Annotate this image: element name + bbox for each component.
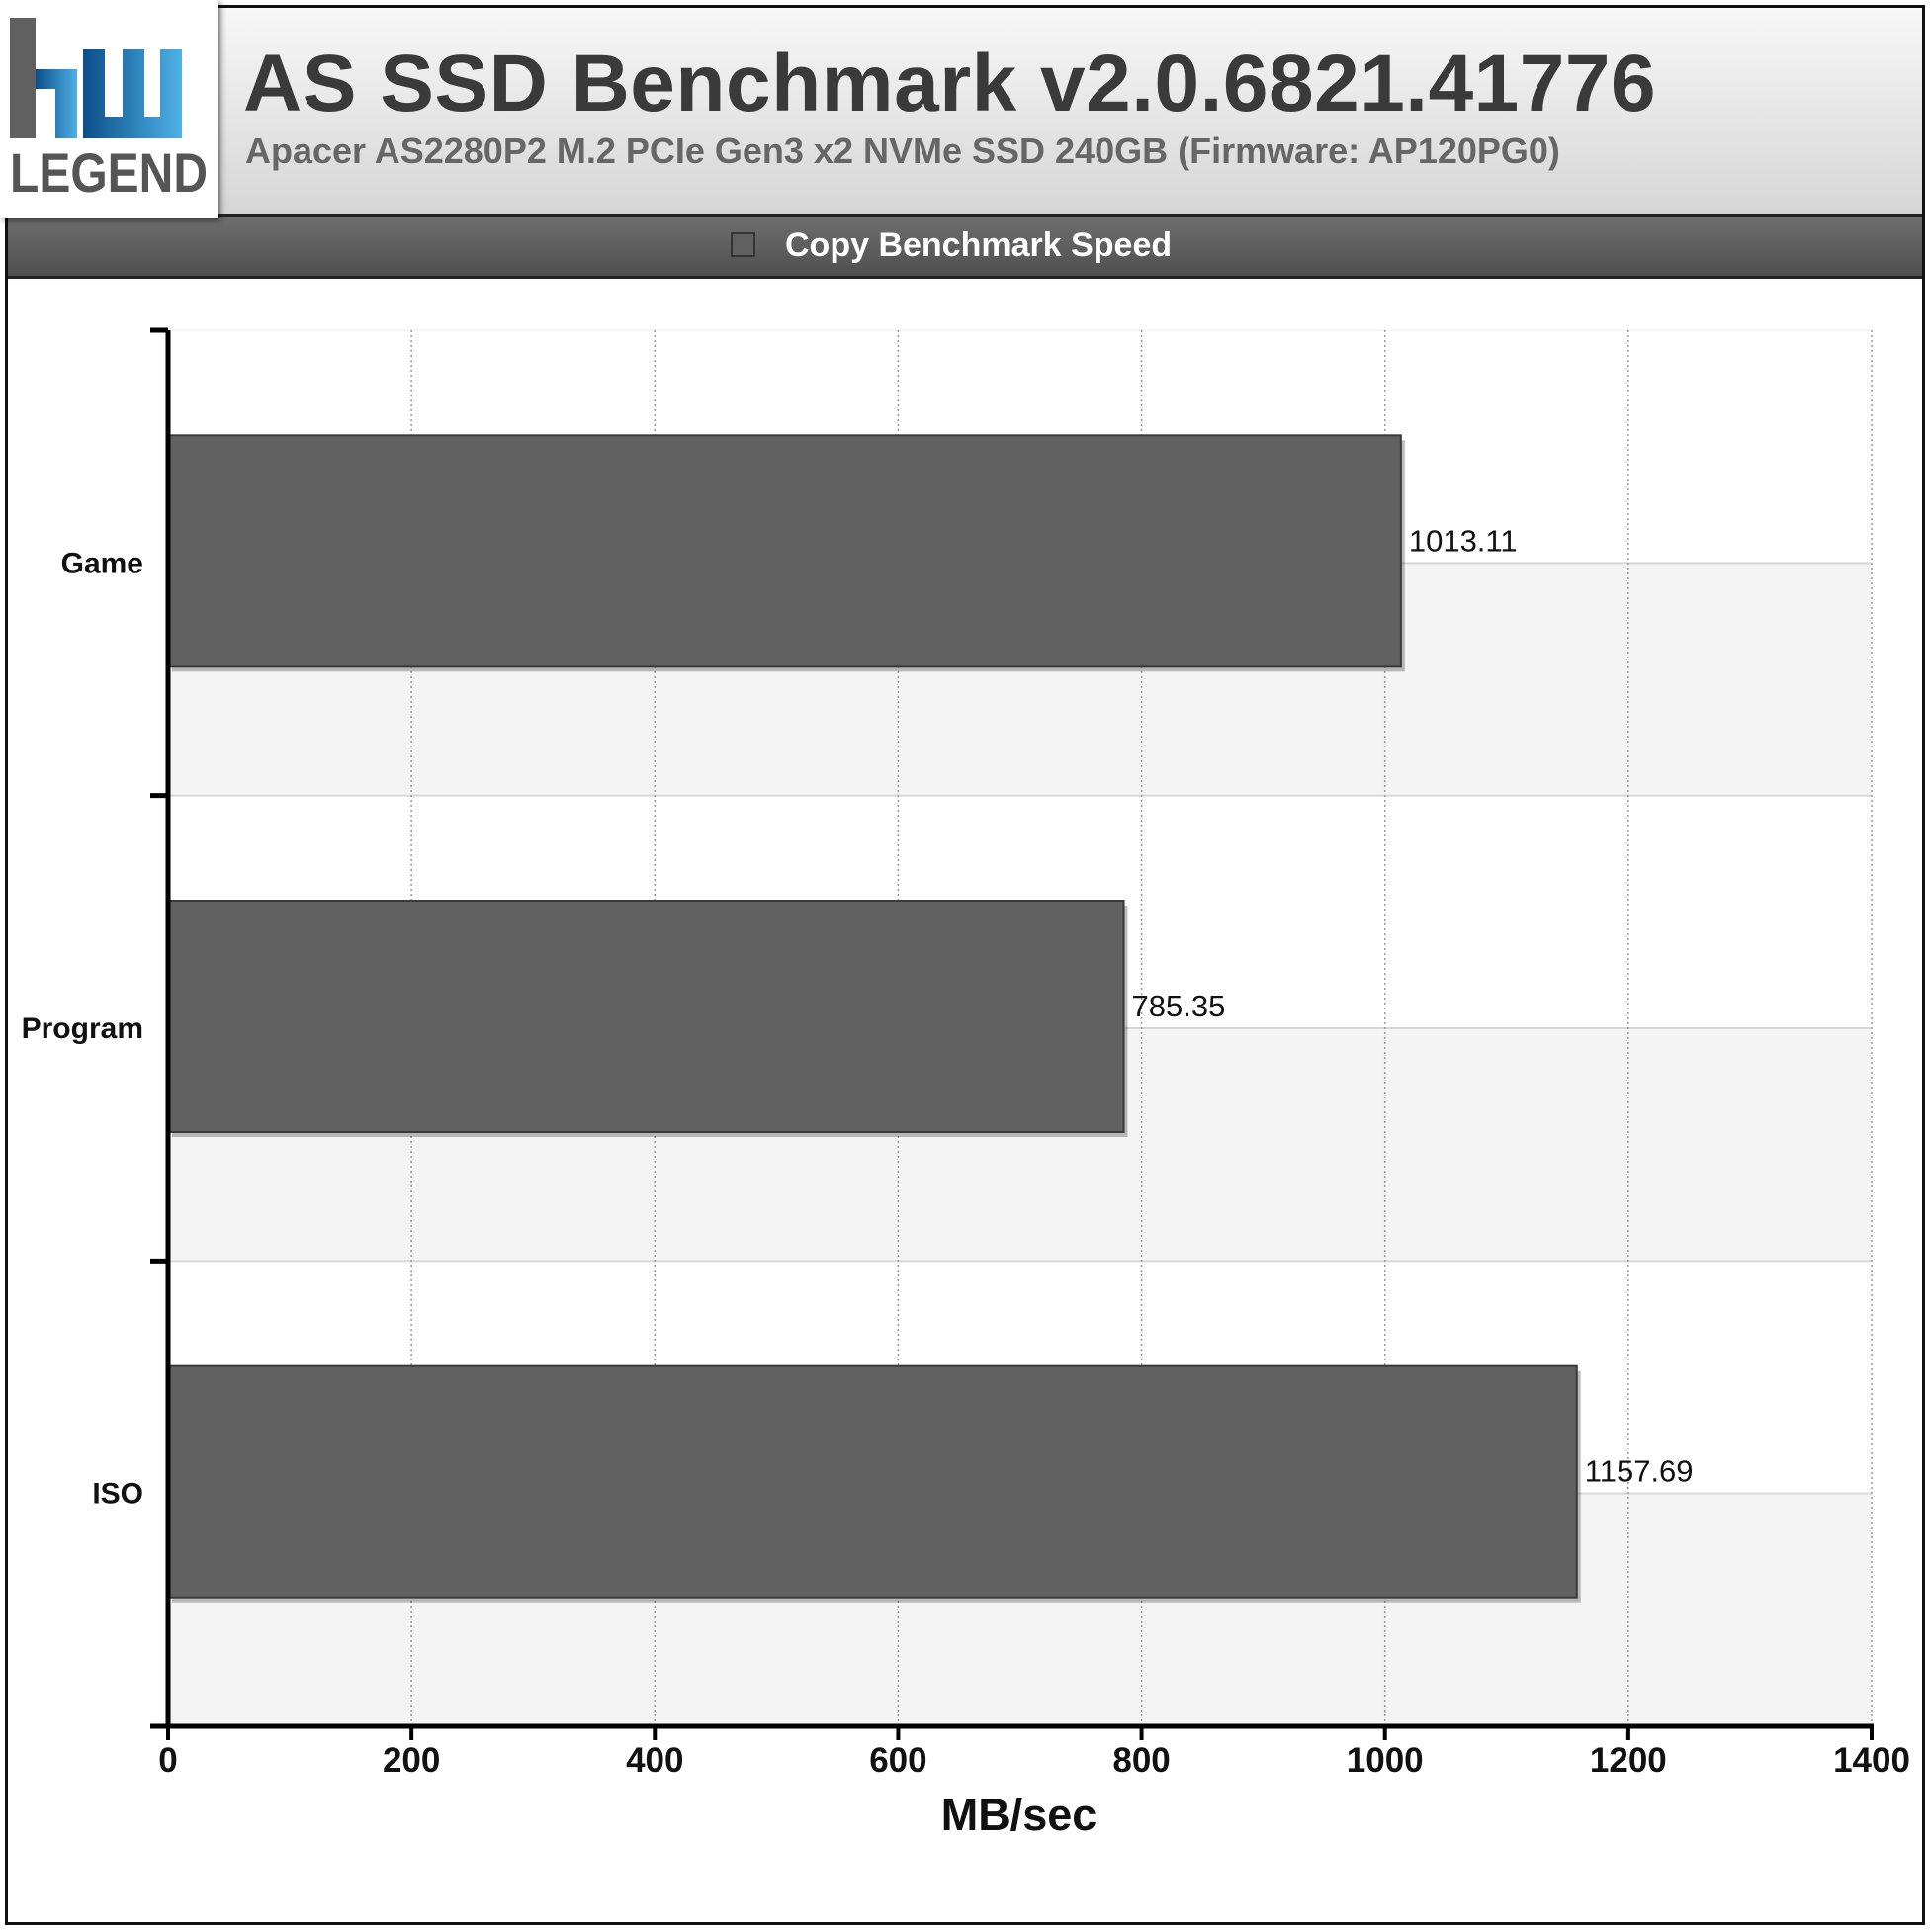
bar	[167, 1364, 1578, 1599]
bar-value-label: 785.35	[1132, 989, 1226, 1023]
y-tick-label: ISO	[92, 1478, 143, 1511]
x-tick-label: 600	[869, 1741, 926, 1780]
x-tick-label: 0	[158, 1741, 177, 1780]
logo-mark-icon: LEGEND	[10, 18, 208, 204]
logo-text: LEGEND	[10, 141, 208, 204]
x-tick-label: 1000	[1347, 1741, 1424, 1780]
x-axis-title: MB/sec	[941, 1790, 1098, 1840]
legend-label: Copy Benchmark Speed	[785, 226, 1173, 264]
bar	[167, 434, 1402, 668]
chart-subtitle: Apacer AS2280P2 M.2 PCIe Gen3 x2 NVMe SS…	[245, 131, 1560, 171]
bar-value-label: 1157.69	[1585, 1454, 1694, 1489]
x-tick-label: 200	[383, 1741, 440, 1780]
bar-value-label: 1013.11	[1409, 523, 1518, 558]
y-tick-label: Game	[61, 547, 143, 579]
x-tick-label: 1200	[1590, 1741, 1667, 1780]
site-logo: LEGEND	[0, 0, 218, 218]
legend-bar: Copy Benchmark Speed	[8, 217, 1922, 279]
bar	[167, 900, 1125, 1133]
chart-header: AS SSD Benchmark v2.0.6821.41776 Apacer …	[8, 8, 1922, 217]
x-tick-label: 800	[1112, 1741, 1170, 1780]
y-tick-label: Program	[22, 1012, 143, 1045]
x-tick-label: 400	[626, 1741, 683, 1780]
x-tick-label: 1400	[1833, 1741, 1910, 1780]
legend-swatch	[731, 232, 755, 257]
chart-title: AS SSD Benchmark v2.0.6821.41776	[243, 39, 1657, 129]
